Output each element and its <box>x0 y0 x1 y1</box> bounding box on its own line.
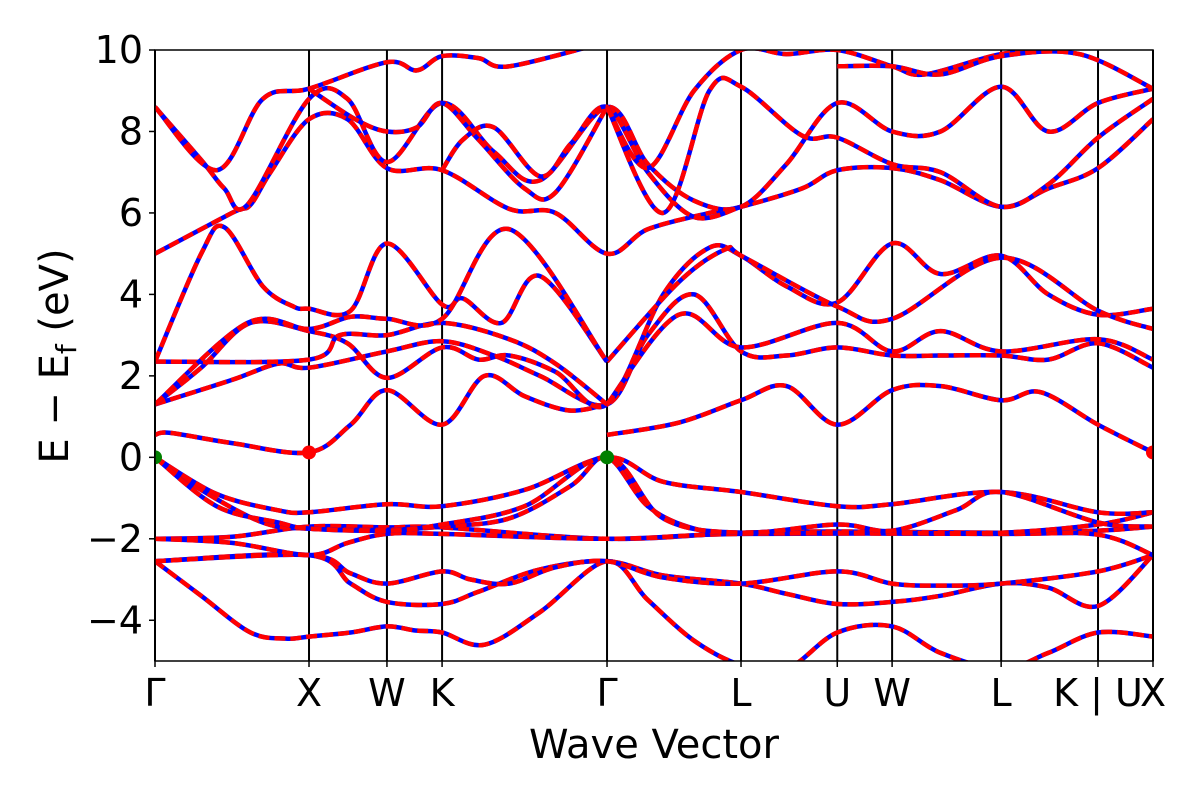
x-axis-label: Wave Vector <box>529 722 780 768</box>
band-line-dashed <box>605 311 1153 406</box>
band-line-dashed <box>155 320 609 407</box>
y-axis-label-sub: f <box>50 343 83 354</box>
band-line-dashed <box>605 50 1057 171</box>
y-tick-label: 0 <box>119 435 143 479</box>
x-tick-label: W <box>873 671 911 715</box>
cbm-marker <box>1146 445 1153 460</box>
y-axis-label-main: E − E <box>32 354 78 464</box>
y-axis-label: E − Ef (eV) <box>32 248 83 463</box>
band-line-dashed <box>605 244 1153 364</box>
band-line-dashed <box>155 50 586 173</box>
band-line-dashed <box>155 226 609 407</box>
band-line-dashed <box>837 50 1153 91</box>
y-tick-label: 2 <box>119 354 143 398</box>
y-tick-label: −4 <box>87 598 143 642</box>
y-tick-label: 6 <box>119 191 143 235</box>
plot-frame <box>154 49 1154 662</box>
band-line-dashed <box>155 292 1153 408</box>
vbm-marker <box>600 450 615 465</box>
band-line-dashed <box>440 104 742 221</box>
x-tick-label: Γ <box>596 671 617 715</box>
x-tick-label: L <box>991 671 1012 715</box>
band-line-dashed <box>155 455 1153 535</box>
band-line-dashed <box>155 455 1153 517</box>
band-line-dashed <box>155 223 609 363</box>
band-line-dashed <box>155 530 1153 558</box>
band-line-dashed <box>155 558 1153 661</box>
band-line-dashed <box>155 110 1153 256</box>
band-line-dashed <box>604 75 1153 216</box>
y-tick-label: 10 <box>95 28 143 72</box>
x-tick-label: L <box>730 671 751 715</box>
x-tick-label: X <box>1140 671 1166 715</box>
y-axis-label-unit: (eV) <box>32 248 78 344</box>
band-line-dashed <box>155 552 1153 588</box>
y-tick-label: 8 <box>119 109 143 153</box>
y-tick-label: −2 <box>87 517 143 561</box>
band-line-dashed <box>155 372 608 456</box>
y-axis-ticks: −4 −2 0 2 4 6 8 10 <box>87 28 155 642</box>
cbm-marker <box>302 445 317 460</box>
x-tick-label: W <box>368 671 406 715</box>
x-tick-label: K <box>430 671 456 715</box>
band-line-dashed <box>155 84 1153 212</box>
x-tick-label: Γ <box>144 671 165 715</box>
band-line-dashed <box>307 86 609 202</box>
band-edge-markers <box>155 445 1153 465</box>
vbm-marker <box>155 450 162 465</box>
x-tick-label: K | U <box>1053 671 1143 716</box>
x-tick-label: X <box>296 671 322 715</box>
band-line-dashed <box>606 382 1153 455</box>
y-tick-label: 4 <box>119 272 143 316</box>
x-tick-label: U <box>823 671 851 715</box>
